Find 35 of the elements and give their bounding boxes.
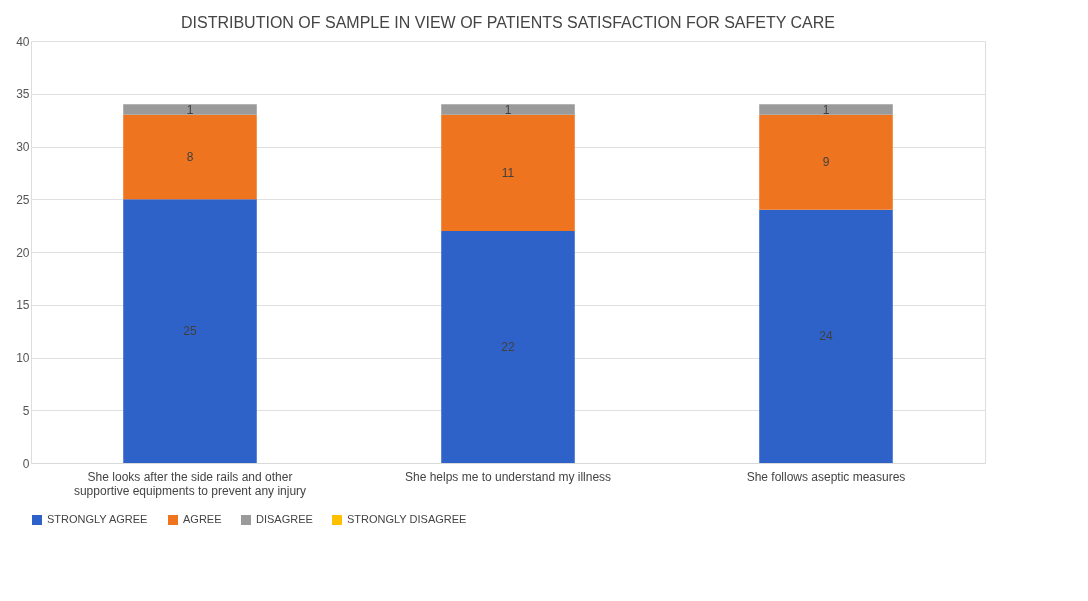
bar: [123, 104, 257, 115]
y-tick-label: 15: [16, 298, 30, 313]
data-label: 11: [501, 165, 515, 180]
y-tick-label: 10: [16, 351, 30, 365]
data-label: 25: [183, 324, 197, 339]
legend-label: DISAGREE: [256, 513, 313, 525]
data-label: 22: [501, 339, 515, 354]
data-label: 1: [504, 102, 512, 117]
legend-label: STRONGLY DISAGREE: [347, 513, 467, 525]
x-tick-label: She follows aseptic measures: [746, 469, 906, 484]
bar: [759, 114, 893, 210]
chart-title: DISTRIBUTION OF SAMPLE IN VIEW OF PATIENTS SATISFACTION FOR SAFETY CARE: [181, 14, 835, 31]
y-tick-label: 25: [16, 192, 30, 207]
y-tick-label: 0: [22, 456, 30, 471]
data-label: 1: [822, 102, 830, 117]
y-tick-label: 30: [16, 140, 30, 154]
y-tick-label: 35: [16, 87, 30, 102]
bar: [123, 199, 257, 463]
y-tick-label: 40: [16, 34, 30, 49]
x-tick-label: She looks after the side rails and other supportive equipments to prevent any injury: [73, 469, 307, 498]
y-tick-label: 20: [16, 245, 30, 260]
data-label: 9: [822, 155, 830, 170]
x-tick-label: She helps me to understand my illness: [404, 469, 612, 484]
bar: [441, 114, 575, 231]
data-label: 24: [819, 329, 833, 344]
bar: [123, 114, 257, 200]
data-label: 1: [186, 102, 194, 117]
legend-label: STRONGLY AGREE: [47, 513, 148, 525]
y-tick-label: 5: [22, 403, 30, 418]
bar: [759, 104, 893, 115]
legend-label: AGREE: [183, 513, 222, 525]
bar: [441, 230, 575, 463]
data-label: 8: [186, 150, 194, 165]
bar: [759, 209, 893, 463]
bar: [441, 104, 575, 115]
